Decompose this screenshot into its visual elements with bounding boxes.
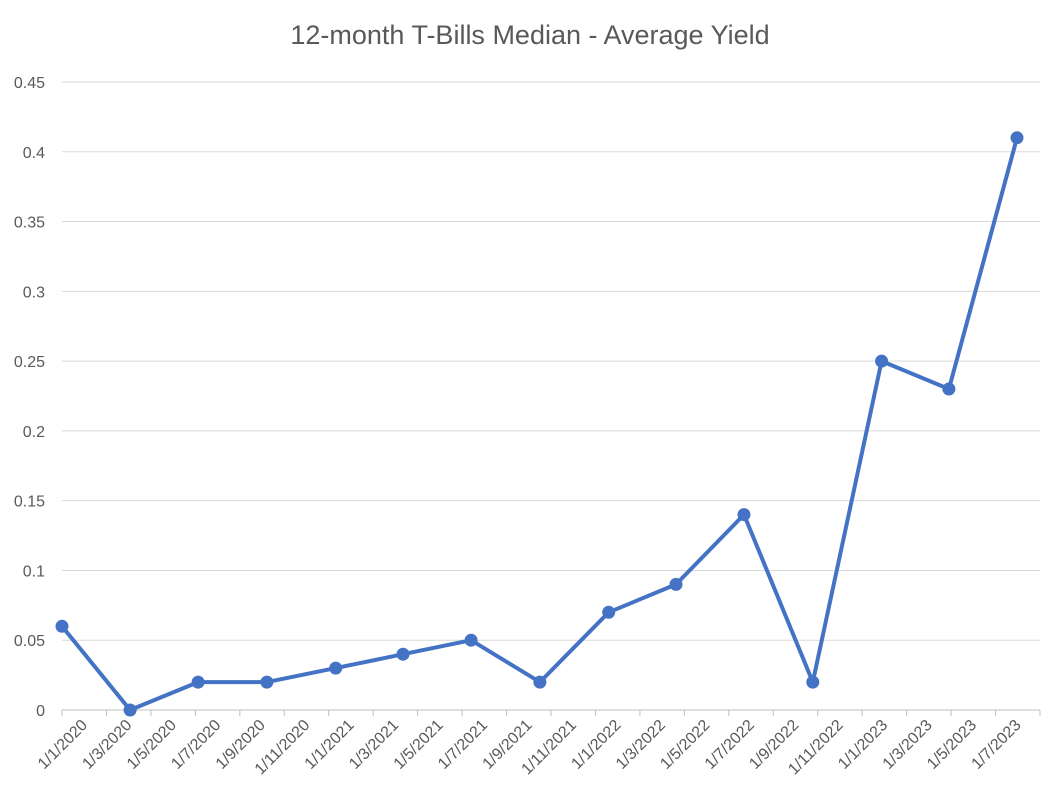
data-point	[669, 577, 683, 591]
data-point	[737, 508, 751, 522]
data-point	[260, 675, 274, 689]
data-point	[329, 661, 343, 675]
data-point	[123, 703, 137, 717]
data-point	[191, 675, 205, 689]
series-line	[60, 135, 1019, 712]
data-point	[942, 382, 956, 396]
y-tick-label: 0.2	[23, 424, 45, 441]
data-point	[806, 675, 820, 689]
y-tick-label: 0.1	[23, 563, 45, 580]
data-point	[533, 675, 547, 689]
y-tick-label: 0.45	[14, 75, 45, 92]
data-point	[464, 633, 478, 647]
y-tick-label: 0.3	[23, 284, 45, 301]
data-point	[602, 605, 616, 619]
y-tick-label: 0.4	[23, 145, 45, 162]
data-point	[1010, 131, 1024, 145]
data-point	[396, 647, 410, 661]
data-point	[875, 354, 889, 368]
x-tick-label: 1/7/2023	[969, 717, 1025, 773]
y-tick-label: 0	[36, 703, 45, 720]
y-tick-label: 0.05	[14, 633, 45, 650]
y-tick-label: 0.25	[14, 354, 45, 371]
y-tick-label: 0.35	[14, 215, 45, 232]
chart-title: 12-month T-Bills Median - Average Yield	[290, 20, 770, 50]
y-tick-label: 0.15	[14, 494, 45, 511]
data-point	[55, 619, 69, 633]
